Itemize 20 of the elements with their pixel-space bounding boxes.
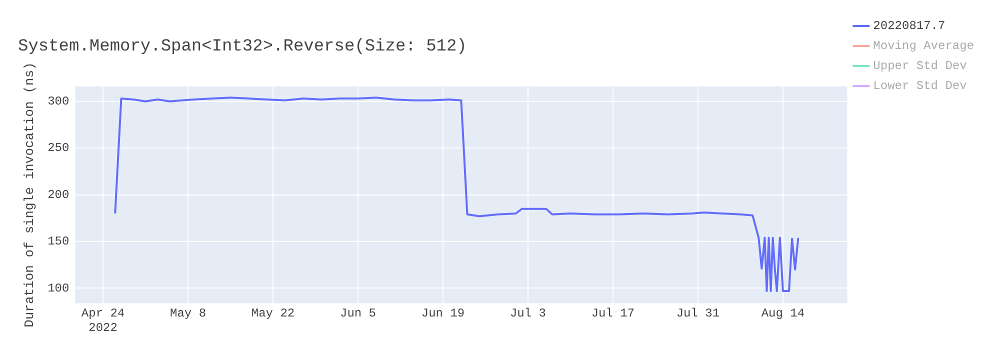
legend-label: Upper Std Dev: [873, 59, 967, 74]
x-tick-label: Jun 19: [421, 306, 465, 321]
y-tick-label: 100: [48, 281, 70, 296]
y-tick-label: 200: [48, 188, 70, 202]
x-tick-label: Jul 31: [676, 306, 720, 321]
legend-label: Lower Std Dev: [873, 79, 967, 94]
y-tick-label: 250: [48, 141, 70, 156]
legend-label: Moving Average: [873, 39, 974, 54]
legend-label: 20220817.7: [873, 19, 946, 34]
y-tick-label: 300: [48, 94, 70, 109]
x-tick-label: May 8: [170, 306, 206, 321]
x-tick-label: Jun 5: [340, 306, 376, 321]
y-tick-label: 150: [48, 234, 70, 249]
chart-title: System.Memory.Span<Int32>.Reverse(Size: 512): [18, 38, 467, 57]
x-tick-label: Jul 3: [510, 306, 546, 321]
x-tick-label: Jul 17: [591, 306, 635, 321]
y-axis-title: Duration of single invocation (ns): [22, 62, 38, 328]
x-tick-label: Aug 14: [761, 306, 805, 321]
x-tick-label: Apr 24 2022: [81, 306, 125, 335]
x-tick-label: May 22: [251, 306, 295, 321]
